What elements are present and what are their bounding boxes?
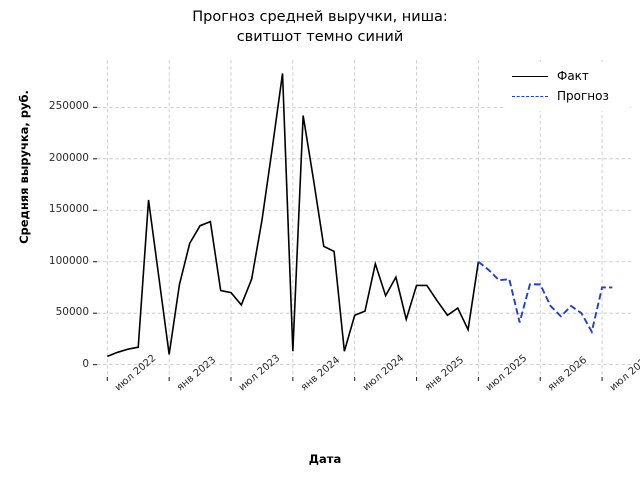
y-tick-label: 150000 [48,203,89,216]
y-tick-label: 250000 [48,100,89,113]
legend-line-dashed-icon [512,95,548,97]
y-tick-label: 100000 [48,254,89,267]
legend-item-forecast: Прогноз [512,86,624,106]
x-axis-label: Дата [308,452,342,466]
legend-item-fact: Факт [512,66,624,86]
legend-line-solid-icon [512,75,548,77]
legend-label-fact: Факт [557,69,589,83]
chart-legend: Факт Прогноз [506,62,630,111]
y-tick-label: 50000 [55,306,89,319]
chart-title: Прогноз средней выручки, ниша: свитшот т… [192,9,448,45]
y-tick-label: 0 [82,357,89,370]
legend-label-forecast: Прогноз [557,89,609,103]
y-tick-label: 200000 [48,151,89,164]
